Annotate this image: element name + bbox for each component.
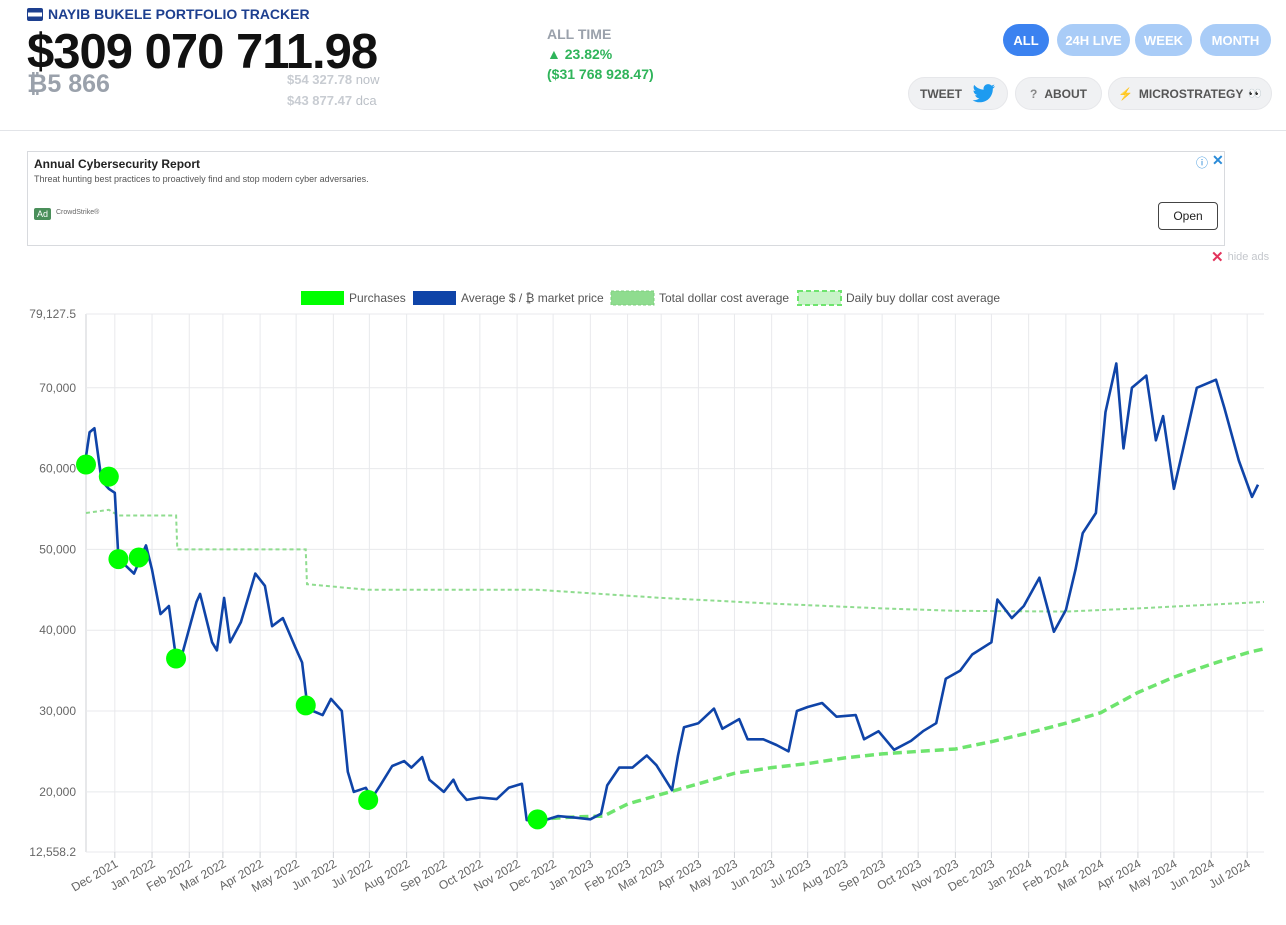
legend-item-purchases[interactable]: Purchases: [301, 291, 406, 305]
legend-item-daily-dca[interactable]: Daily buy dollar cost average: [797, 290, 1000, 306]
purchase-point[interactable]: [128, 547, 149, 568]
legend-swatch-purchases: [301, 291, 344, 305]
price-now-row: $54 327.78 now: [287, 72, 380, 87]
question-icon: ?: [1029, 86, 1038, 101]
purchase-point[interactable]: [98, 466, 119, 487]
chart-grid: [85, 313, 1264, 858]
brand-title: NAYIB BUKELE PORTFOLIO TRACKER: [48, 6, 310, 22]
y-tick-label: 40,000: [39, 623, 76, 637]
purchase-point[interactable]: [527, 809, 548, 830]
about-label: ABOUT: [1044, 86, 1087, 101]
legend-swatch-total-dca: [610, 290, 655, 306]
purchase-point[interactable]: [295, 695, 316, 716]
tweet-label: TWEET: [920, 86, 962, 101]
y-tick-label: 12,558.2: [29, 845, 76, 859]
hide-ads-label: hide ads: [1227, 251, 1270, 263]
legend-swatch-daily-dca: [797, 290, 842, 306]
ad-description: Threat hunting best practices to proacti…: [34, 174, 369, 184]
el-salvador-flag-icon: [27, 7, 43, 21]
purchase-point[interactable]: [166, 648, 187, 669]
alltime-label: ALL TIME: [547, 26, 612, 42]
ad-open-button[interactable]: Open: [1158, 202, 1218, 230]
y-tick-label: 30,000: [39, 704, 76, 718]
legend-label-total-dca: Total dollar cost average: [659, 291, 789, 305]
y-tick-label: 79,127.5: [29, 307, 76, 321]
about-button[interactable]: ? ABOUT: [1015, 77, 1102, 110]
price-now-label: now: [355, 72, 380, 87]
ad-title[interactable]: Annual Cybersecurity Report: [34, 157, 201, 171]
twitter-bird-icon: [972, 83, 996, 102]
price-now-value: $54 327.78: [287, 72, 353, 87]
total-dca-line: [85, 508, 1265, 613]
ad-badge: Ad: [34, 208, 52, 220]
eyes-icon: 👀: [1248, 88, 1263, 100]
range-24h-live-button[interactable]: 24H LIVE: [1057, 24, 1130, 56]
alltime-percent: ▲ 23.82%: [547, 46, 613, 62]
ad-advertiser: CrowdStrike®: [56, 209, 100, 216]
legend-item-market-price[interactable]: Average $ / ₿ market price: [413, 291, 604, 305]
x-tick-label: Jul 2024: [1206, 856, 1253, 891]
tweet-button[interactable]: TWEET: [908, 77, 1008, 110]
btc-holdings: ₿5 866: [27, 70, 110, 98]
y-tick-label: 50,000: [39, 542, 76, 556]
range-month-button[interactable]: MONTH: [1200, 24, 1271, 56]
daily-dca-line: [537, 647, 1265, 822]
microstrategy-label: MICROSTRATEGY: [1138, 86, 1244, 101]
legend-swatch-market-price: [413, 291, 456, 305]
brand[interactable]: NAYIB BUKELE PORTFOLIO TRACKER: [27, 6, 310, 22]
purchase-point[interactable]: [76, 454, 96, 475]
lightning-icon: ⚡: [1117, 86, 1133, 101]
legend-label-daily-dca: Daily buy dollar cost average: [846, 291, 1000, 305]
legend-item-total-dca[interactable]: Total dollar cost average: [610, 290, 789, 306]
range-all-button[interactable]: ALL: [1003, 24, 1049, 56]
range-week-button[interactable]: WEEK: [1135, 24, 1192, 56]
portfolio-total-value: $309 070 711.98: [27, 25, 378, 79]
y-axis: 79,127.5 70,000 60,000 50,000 40,000 30,000 20…: [29, 307, 76, 859]
header-divider: [0, 130, 1286, 131]
y-tick-label: 70,000: [39, 381, 76, 395]
purchase-point[interactable]: [358, 789, 379, 810]
chart-legend: Purchases Average $ / ₿ market price Tot…: [301, 290, 1000, 306]
purchase-point[interactable]: [108, 549, 129, 570]
legend-label-market-price: Average $ / ₿ market price: [461, 291, 604, 305]
price-dca-value: $43 877.47: [287, 93, 353, 108]
market-price-line: [84, 362, 1260, 824]
y-tick-label: 60,000: [39, 462, 76, 476]
hide-ads-link[interactable]: ✕ hide ads: [1211, 248, 1269, 266]
portfolio-chart[interactable]: Purchases Average $ / ₿ market price Tot…: [0, 280, 1286, 925]
ad-info-icon[interactable]: ⓘ: [1196, 156, 1209, 170]
ad-banner[interactable]: Annual Cybersecurity Report Threat hunti…: [27, 151, 1225, 246]
alltime-usd: ($31 768 928.47): [547, 66, 654, 82]
y-tick-label: 20,000: [39, 785, 76, 799]
price-dca-label: dca: [355, 93, 377, 108]
price-dca-row: $43 877.47 dca: [287, 93, 377, 108]
microstrategy-button[interactable]: ⚡ MICROSTRATEGY 👀: [1108, 77, 1272, 110]
ad-close-icon[interactable]: ✕: [1212, 152, 1224, 168]
chart-series: [76, 362, 1265, 830]
close-icon: ✕: [1211, 249, 1224, 266]
legend-label-purchases: Purchases: [349, 291, 406, 305]
